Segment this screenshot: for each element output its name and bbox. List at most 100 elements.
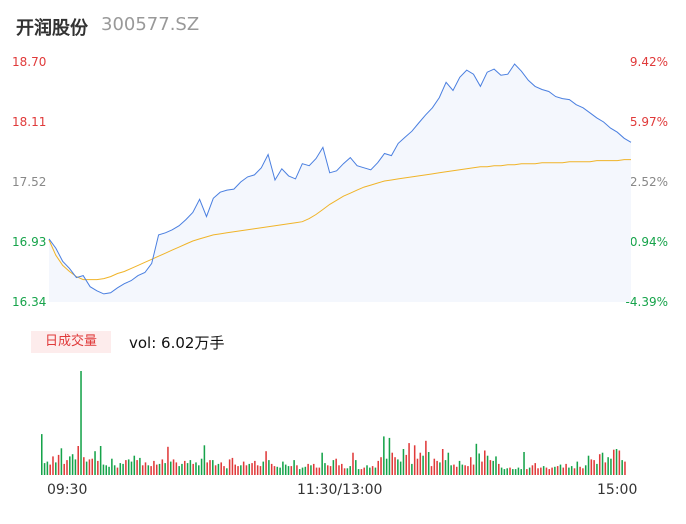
volume-bar (357, 469, 360, 475)
volume-bar (108, 466, 110, 475)
volume-bar (116, 467, 119, 475)
volume-bar (290, 466, 293, 475)
volume-bar (610, 458, 612, 475)
volume-bar (579, 466, 581, 475)
volume-tab[interactable]: 日成交量 (31, 331, 111, 353)
volume-bar (587, 455, 590, 475)
volume-bar (105, 465, 108, 475)
volume-bar (167, 446, 169, 475)
volume-bar (130, 461, 133, 475)
volume-bar (419, 452, 422, 475)
volume-bar (363, 467, 365, 475)
volume-bar (111, 458, 113, 475)
avg-price-line (48, 159, 631, 281)
volume-bar (540, 467, 542, 475)
time-label-open: 09:30 (47, 482, 88, 498)
volume-bar (450, 465, 452, 475)
volume-bar (265, 451, 267, 475)
volume-bar (500, 467, 503, 475)
volume-bar (615, 449, 618, 475)
volume-bar (503, 469, 506, 475)
volume-bar (41, 434, 43, 475)
volume-bar (203, 445, 206, 475)
volume-bar (245, 465, 248, 475)
volume-bar (326, 465, 329, 475)
volume-bar (537, 468, 539, 475)
volume-bar (349, 466, 351, 475)
volume-bar (192, 463, 194, 475)
volume-bar (212, 460, 214, 475)
volume-bar (346, 468, 349, 475)
volume-bar (402, 449, 405, 475)
volume-bar (397, 459, 399, 475)
volume-bar (144, 462, 147, 475)
pct-tick-label: 5.97% (629, 115, 668, 129)
volume-bar (478, 453, 480, 475)
volume-bar (77, 446, 79, 475)
volume-bar (621, 460, 623, 475)
volume-bar (416, 458, 419, 475)
volume-bar (559, 464, 562, 475)
volume-bar (422, 455, 424, 475)
volume-bar (268, 460, 270, 475)
volume-bar (184, 460, 186, 475)
volume-bar (596, 463, 598, 475)
volume-bar (593, 460, 595, 475)
volume-bar (444, 460, 447, 475)
volume-bar (43, 463, 46, 475)
volume-bar (498, 463, 500, 475)
volume-bar (259, 466, 262, 475)
volume-bar (495, 456, 497, 475)
volume-bar (484, 450, 486, 475)
volume-bar (430, 466, 433, 475)
volume-bar (604, 462, 607, 475)
volume-bar (612, 449, 615, 475)
volume-bar (69, 456, 71, 475)
volume-bar (240, 465, 242, 475)
volume-bar (453, 464, 455, 475)
volume-bar (509, 467, 511, 475)
volume-bar (74, 459, 77, 475)
volume-bar (542, 466, 545, 475)
volume-bar (551, 467, 553, 475)
volume-bar (198, 465, 200, 475)
volume-bar (554, 466, 556, 475)
price-area (49, 64, 631, 302)
price-tick-label: 16.34 (12, 295, 47, 309)
pct-tick-label: -0.94% (625, 235, 668, 249)
volume-bar (590, 459, 593, 475)
volume-bar (206, 462, 208, 475)
volume-bar (153, 460, 155, 475)
volume-bar (433, 458, 436, 475)
volume-bar (150, 466, 152, 475)
volume-bar (329, 466, 332, 475)
volume-bar (169, 461, 172, 475)
volume-bar (514, 469, 517, 475)
volume-bar (573, 468, 576, 475)
volume-bar (371, 466, 374, 475)
volume-bar (71, 454, 74, 475)
stock-code: 300577.SZ (101, 14, 200, 35)
price-line (48, 63, 632, 295)
volume-bar (158, 463, 161, 475)
volume-bar (425, 440, 427, 475)
volume-bar (119, 463, 122, 475)
volume-bar (242, 461, 245, 475)
volume-bar (133, 455, 136, 475)
volume-bar (270, 463, 273, 475)
volume-bar (282, 461, 284, 475)
volume-bar (492, 460, 494, 475)
volume-bar (461, 464, 464, 475)
volume-bar (399, 461, 402, 475)
volume-bar (125, 460, 127, 475)
volume-bar (332, 460, 335, 475)
volume-bar (63, 463, 65, 475)
volume-bar (335, 458, 337, 475)
volume-bar (369, 467, 371, 475)
volume-bar (458, 460, 461, 475)
volume-bar (200, 458, 203, 475)
volume-bar (545, 467, 548, 475)
volume-bar (248, 463, 251, 475)
volume-bar (97, 460, 99, 475)
volume-bar (475, 443, 478, 475)
